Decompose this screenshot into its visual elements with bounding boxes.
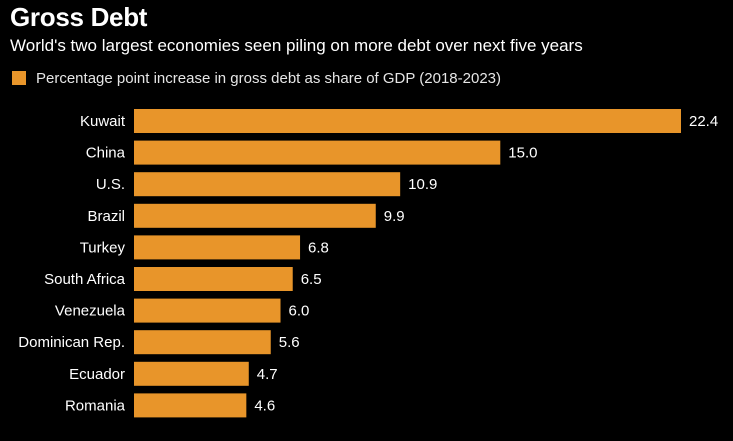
value-label: 22.4 [689,113,718,130]
legend: Percentage point increase in gross debt … [12,68,501,88]
bar [134,393,247,418]
bar [134,298,281,323]
bar [134,109,681,133]
category-label: Ecuador [69,366,125,383]
chart-title: Gross Debt [10,2,148,32]
bar [134,267,293,291]
value-label: 4.7 [257,366,278,383]
value-label: 10.9 [408,176,437,193]
bar [134,140,501,165]
bar [134,361,249,386]
category-label: Brazil [87,208,125,225]
value-label: 5.6 [279,334,300,351]
bar [134,203,376,228]
value-label: 9.9 [384,208,405,225]
value-label: 6.8 [308,239,329,256]
value-label: 6.0 [289,303,310,320]
value-label: 4.6 [254,397,275,414]
bar [134,172,401,197]
chart-subtitle: World's two largest economies seen pilin… [10,36,583,55]
value-label: 15.0 [508,145,537,162]
category-label: South Africa [44,271,126,288]
legend-label: Percentage point increase in gross debt … [36,69,501,87]
category-label: Kuwait [80,113,126,130]
category-label: Venezuela [55,303,126,320]
category-label: Dominican Rep. [18,334,125,351]
bar [134,330,271,355]
category-label: Turkey [80,239,126,256]
category-label: U.S. [96,176,125,193]
value-label: 6.5 [301,271,322,288]
category-label: Romania [65,397,126,414]
bar [134,235,301,260]
category-label: China [86,145,126,162]
legend-swatch [12,71,26,85]
